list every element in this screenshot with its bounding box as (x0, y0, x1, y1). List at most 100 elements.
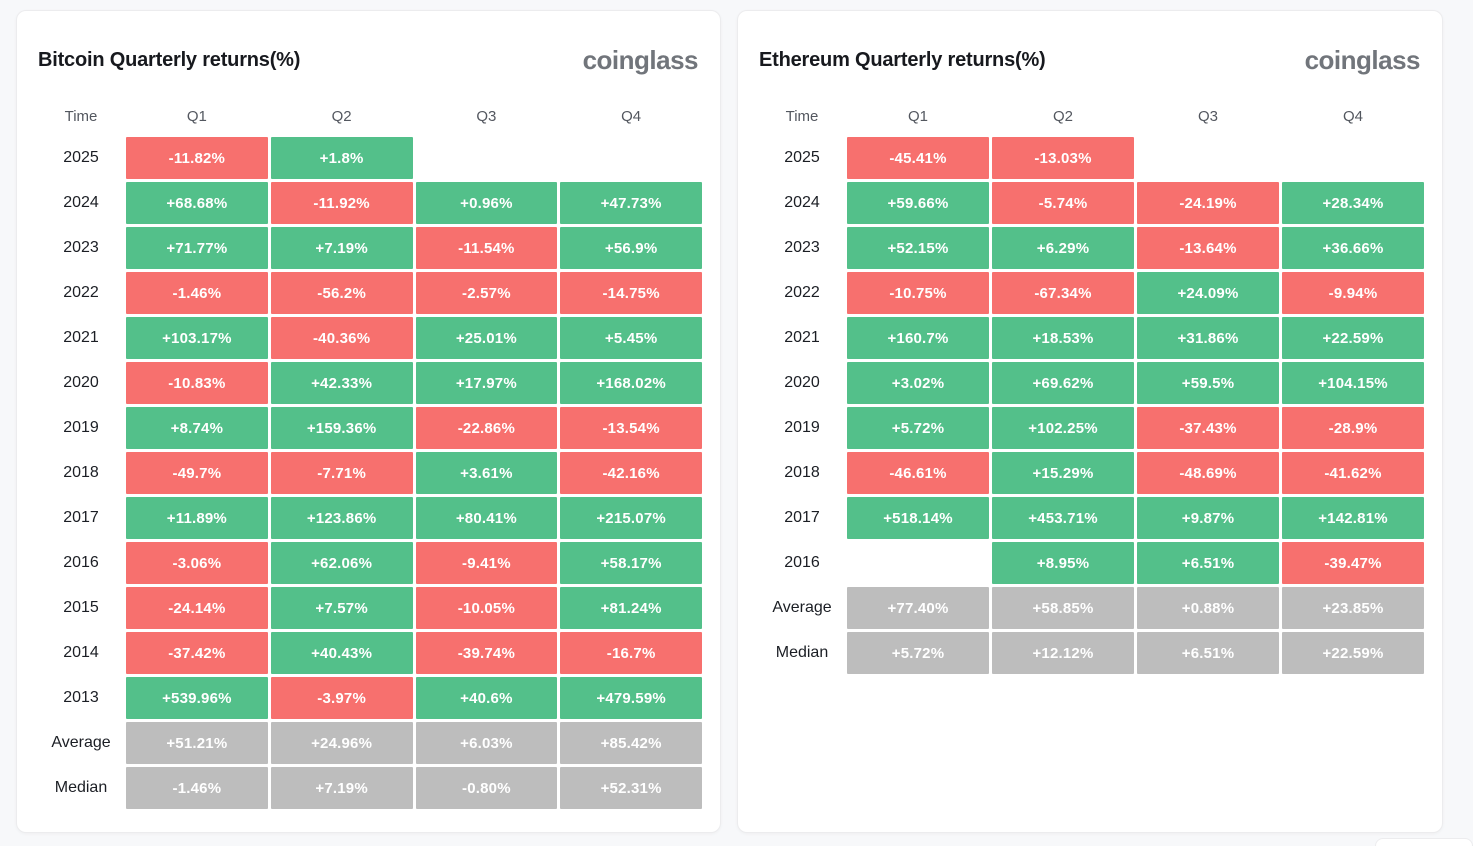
return-cell: -1.46% (126, 272, 268, 314)
return-cell: +159.36% (270, 407, 413, 449)
column-header-q2: Q2 (1052, 108, 1073, 125)
return-cell: -24.19% (1137, 182, 1279, 224)
return-cell: -67.34% (992, 272, 1134, 314)
coinglass-logo: coinglass (582, 45, 699, 75)
table-row: Average +77.40% +58.85% +0.88% +23.85% (760, 587, 1424, 629)
return-cell: +56.9% (560, 227, 702, 269)
row-label: 2022 (784, 284, 820, 301)
return-cell: +81.24% (560, 587, 702, 629)
column-header-q1: Q1 (186, 108, 207, 125)
return-cell: +518.14% (847, 497, 989, 539)
table-row: 2016 +8.95% +6.51% -39.47% (760, 542, 1424, 584)
return-cell: +3.02% (847, 362, 989, 404)
table-row: 2022 -1.46% -56.2% -2.57% -14.75% (39, 272, 702, 314)
return-cell: -13.64% (1137, 227, 1279, 269)
empty-cell (416, 137, 558, 179)
return-cell: +17.97% (415, 362, 558, 404)
table-row: Median -1.46% +7.19% -0.80% +52.31% (39, 767, 702, 809)
row-label: 2020 (63, 374, 99, 391)
return-cell: +142.81% (1282, 497, 1424, 539)
row-label: 2022 (63, 284, 99, 301)
return-cell: +71.77% (126, 227, 268, 269)
table-row: 2017 +11.89% +123.86% +80.41% +215.07% (39, 497, 702, 539)
table-row: 2024 +68.68% -11.92% +0.96% +47.73% (39, 182, 702, 224)
row-label: Average (772, 599, 832, 616)
return-cell: +25.01% (415, 317, 558, 359)
table-row: 2018 -46.61% +15.29% -48.69% -41.62% (760, 452, 1424, 494)
column-header-q3: Q3 (1197, 108, 1218, 125)
return-cell: +6.51% (1137, 632, 1279, 674)
return-cell: -13.54% (560, 407, 702, 449)
table-row: 2019 +8.74% +159.36% -22.86% -13.54% (39, 407, 702, 449)
return-cell: -39.47% (1282, 542, 1424, 584)
table-row: 2018 -49.7% -7.71% +3.61% -42.16% (39, 452, 702, 494)
table-row: 2015 -24.14% +7.57% -10.05% +81.24% (39, 587, 702, 629)
return-cell: +58.17% (560, 542, 702, 584)
return-cell: -3.06% (126, 542, 268, 584)
ethereum-returns-panel: Ethereum Quarterly returns(%) coinglass … (737, 10, 1443, 833)
return-cell: +0.96% (415, 182, 558, 224)
table-row: 2023 +52.15% +6.29% -13.64% +36.66% (760, 227, 1424, 269)
return-cell: +1.8% (270, 137, 413, 179)
table-row: 2014 -37.42% +40.43% -39.74% -16.7% (39, 632, 702, 674)
table-row: 2016 -3.06% +62.06% -9.41% +58.17% (39, 542, 702, 584)
return-cell: +6.29% (992, 227, 1134, 269)
return-cell: -9.94% (1282, 272, 1424, 314)
return-cell: -3.97% (270, 677, 413, 719)
return-cell: -14.75% (560, 272, 702, 314)
return-cell: -11.54% (415, 227, 558, 269)
panel-title: Ethereum Quarterly returns(%) (759, 49, 1046, 71)
return-cell: -41.62% (1282, 452, 1424, 494)
return-cell: -37.43% (1137, 407, 1279, 449)
return-cell: -24.14% (126, 587, 268, 629)
return-cell: -48.69% (1137, 452, 1279, 494)
row-label: 2013 (63, 689, 99, 706)
row-label: 2021 (784, 329, 820, 346)
return-cell: +453.71% (992, 497, 1134, 539)
row-label: 2015 (63, 599, 99, 616)
return-cell: +539.96% (126, 677, 268, 719)
row-label: Median (775, 644, 829, 661)
return-cell: -11.82% (126, 137, 268, 179)
return-cell: +52.31% (560, 767, 702, 809)
row-label: 2016 (784, 554, 820, 571)
return-cell: -10.83% (126, 362, 268, 404)
return-cell: -28.9% (1282, 407, 1424, 449)
return-cell: +80.41% (415, 497, 558, 539)
return-cell: +7.57% (270, 587, 413, 629)
return-cell: +28.34% (1282, 182, 1424, 224)
return-cell: -37.42% (126, 632, 268, 674)
row-label: 2023 (784, 239, 820, 256)
return-cell: +69.62% (992, 362, 1134, 404)
row-label: Median (54, 779, 108, 796)
return-cell: +103.17% (126, 317, 268, 359)
return-cell: +31.86% (1137, 317, 1279, 359)
column-header-time: Time (64, 108, 98, 125)
panel-header: Bitcoin Quarterly returns(%) coinglass (17, 11, 720, 76)
return-cell: +3.61% (415, 452, 558, 494)
return-cell: +62.06% (270, 542, 413, 584)
return-cell: +22.59% (1282, 632, 1424, 674)
panel-header: Ethereum Quarterly returns(%) coinglass (738, 11, 1442, 76)
row-label: 2020 (784, 374, 820, 391)
return-cell: +6.51% (1137, 542, 1279, 584)
return-cell: -7.71% (270, 452, 413, 494)
return-cell: -40.36% (270, 317, 413, 359)
return-cell: +18.53% (992, 317, 1134, 359)
return-cell: +24.96% (270, 722, 413, 764)
return-cell: +15.29% (992, 452, 1134, 494)
row-label: 2016 (63, 554, 99, 571)
row-label: 2017 (784, 509, 820, 526)
return-cell: +9.87% (1137, 497, 1279, 539)
row-label: 2017 (63, 509, 99, 526)
return-cell: +0.88% (1137, 587, 1279, 629)
return-cell: +59.66% (847, 182, 989, 224)
return-cell: +5.72% (847, 407, 989, 449)
return-cell: -56.2% (270, 272, 413, 314)
row-label: 2024 (784, 194, 820, 211)
return-cell: -1.46% (126, 767, 268, 809)
return-cell: -42.16% (560, 452, 702, 494)
return-cell: +85.42% (560, 722, 702, 764)
return-cell: +77.40% (847, 587, 989, 629)
return-cell: +160.7% (847, 317, 989, 359)
